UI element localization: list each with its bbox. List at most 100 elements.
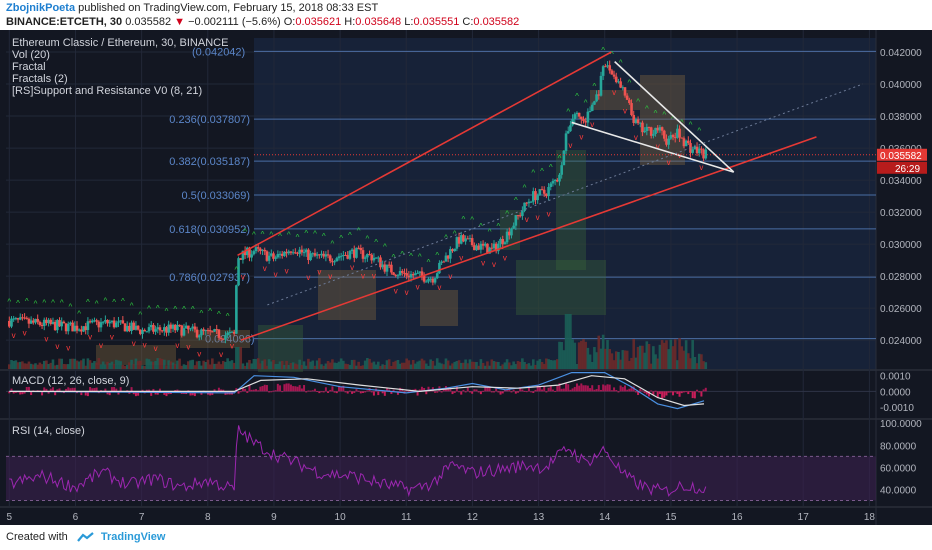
volume-bar — [187, 361, 190, 369]
macd-histogram-bar — [530, 391, 533, 393]
chart-area[interactable]: (0.042042) 0.236(0.037807) 0.382(0.035187)… — [0, 30, 932, 525]
legend-item: Vol (20) — [12, 49, 50, 61]
fractal-up-marker: ^ — [374, 238, 378, 247]
candle-body — [429, 278, 432, 280]
volume-bar — [673, 339, 677, 369]
volume-bar — [139, 360, 142, 369]
fractal-down-marker: v — [241, 273, 245, 282]
fractal-up-marker: ^ — [112, 298, 116, 307]
time-tick-label: 6 — [73, 512, 79, 523]
macd-histogram-bar — [462, 389, 465, 392]
macd-histogram-bar — [525, 391, 528, 393]
volume-bar — [385, 360, 389, 369]
fractal-up-marker: ^ — [523, 183, 527, 192]
fractal-up-marker: ^ — [95, 300, 99, 309]
candle-body — [8, 320, 11, 327]
tradingview-brand-link[interactable]: TradingView — [100, 531, 166, 543]
fractal-up-marker: ^ — [130, 302, 134, 311]
candle-body — [538, 189, 542, 196]
volume-bar — [18, 361, 22, 369]
candle-body — [187, 325, 190, 330]
macd-histogram-bar — [307, 390, 310, 392]
volume-bar — [556, 359, 559, 369]
volume-bar — [237, 347, 240, 369]
macd-histogram-bar — [272, 390, 275, 392]
candle-body — [704, 149, 708, 159]
macd-histogram-bar — [165, 391, 168, 397]
macd-histogram-bar — [248, 385, 251, 392]
time-tick-label: 10 — [335, 512, 347, 523]
candle-body — [595, 94, 598, 102]
candle-body — [328, 255, 332, 262]
volume-bar — [285, 360, 288, 369]
candle-body — [337, 256, 341, 259]
candle-body — [152, 324, 155, 332]
fractal-up-marker: ^ — [697, 126, 701, 135]
candle-body — [29, 320, 33, 324]
candle-body — [372, 257, 376, 261]
volume-bar — [490, 359, 494, 369]
candle-body — [499, 238, 502, 244]
candle-body — [125, 325, 129, 332]
chart-svg[interactable]: (0.042042) 0.236(0.037807) 0.382(0.035187)… — [0, 30, 932, 525]
author-link[interactable]: ZbojnikPoeta — [6, 2, 76, 14]
volume-bar — [66, 364, 70, 369]
macd-histogram-bar — [244, 388, 247, 392]
candle-body — [16, 318, 20, 320]
fib-level-label: 0.786(0.027937) — [169, 272, 250, 284]
macd-histogram-bar — [47, 391, 50, 394]
candle-body — [267, 255, 271, 261]
fractal-up-marker: ^ — [566, 108, 570, 117]
fractal-down-marker: v — [361, 271, 365, 280]
macd-histogram-bar — [65, 388, 68, 392]
macd-histogram-bar — [209, 391, 212, 396]
volume-bar — [291, 362, 295, 369]
candle-body — [228, 332, 232, 334]
volume-bar — [566, 314, 570, 369]
time-tick-label: 17 — [798, 512, 810, 523]
candle-body — [379, 257, 382, 268]
fractal-up-marker: ^ — [331, 239, 335, 248]
macd-histogram-bar — [388, 389, 391, 392]
down-triangle-icon: ▼ — [174, 16, 186, 28]
macd-histogram-bar — [27, 386, 30, 392]
candle-body — [468, 238, 472, 240]
macd-histogram-bar — [617, 391, 620, 393]
candle-body — [75, 325, 79, 331]
volume-bar — [527, 363, 531, 369]
macd-histogram-bar — [45, 388, 48, 392]
volume-bar — [425, 363, 428, 369]
fractal-up-marker: ^ — [138, 310, 142, 319]
macd-histogram-bar — [359, 391, 362, 394]
volume-bar — [42, 360, 46, 369]
candle-body — [197, 335, 201, 338]
macd-histogram-bar — [130, 387, 133, 392]
volume-bar — [390, 365, 393, 369]
macd-histogram-bar — [658, 391, 661, 394]
candle-body — [678, 128, 681, 138]
volume-bar — [104, 364, 107, 369]
macd-histogram-bar — [517, 391, 520, 393]
candle-body — [27, 318, 31, 324]
macd-histogram-bar — [263, 384, 266, 392]
candle-body — [473, 245, 476, 251]
candle-body — [189, 328, 192, 330]
macd-histogram-bar — [418, 389, 421, 392]
footer: Created with TradingView — [0, 525, 932, 550]
candle-body — [521, 210, 524, 216]
macd-histogram-bar — [117, 391, 120, 395]
macd-histogram-bar — [613, 387, 616, 392]
volume-bar — [617, 351, 620, 369]
volume-bar — [383, 364, 387, 369]
last-price: 0.035582 — [125, 16, 172, 28]
candle-body — [422, 275, 426, 282]
macd-histogram-bar — [477, 391, 480, 393]
candle-body — [638, 122, 642, 124]
candle-body — [512, 225, 515, 229]
candle-body — [455, 237, 459, 249]
macd-histogram-bar — [337, 385, 340, 392]
volume-bar — [438, 362, 441, 369]
macd-histogram-bar — [451, 391, 454, 395]
macd-histogram-bar — [318, 391, 321, 394]
rsi-tick-label: 60.0000 — [880, 463, 917, 474]
